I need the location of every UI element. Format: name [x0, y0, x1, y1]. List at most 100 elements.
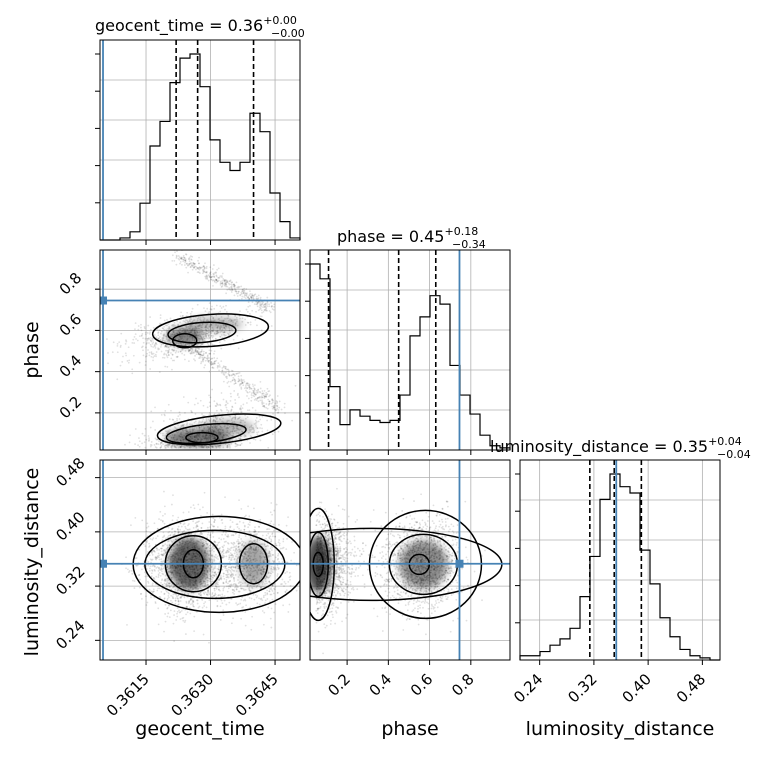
sample-point — [124, 342, 127, 345]
sample-point — [168, 325, 170, 328]
sample-point — [266, 407, 269, 410]
sample-point — [200, 421, 203, 424]
sample-point — [128, 441, 131, 444]
sample-point — [168, 570, 171, 573]
sample-point — [228, 566, 230, 569]
sample-point — [160, 564, 163, 567]
sample-point — [166, 547, 169, 549]
sample-point — [209, 573, 211, 576]
sample-point — [200, 594, 203, 596]
sample-point — [222, 371, 225, 374]
sample-point — [213, 518, 216, 521]
sample-point — [265, 545, 267, 548]
sample-point — [256, 302, 259, 305]
sample-point — [161, 536, 164, 539]
sample-point — [168, 582, 171, 585]
sample-point — [253, 585, 255, 588]
sample-point — [159, 574, 162, 577]
sample-point — [234, 284, 237, 287]
sample-point — [215, 271, 217, 274]
sample-point — [170, 445, 173, 448]
sample-point — [210, 363, 213, 366]
sample-point — [244, 435, 247, 438]
sample-point — [203, 602, 205, 605]
sample-point — [169, 317, 172, 320]
sample-point — [153, 565, 156, 567]
sample-point — [193, 351, 196, 354]
sample-point — [237, 567, 240, 570]
sample-point — [221, 282, 224, 284]
sample-point — [155, 556, 158, 559]
sample-point — [240, 538, 243, 540]
sample-point — [168, 443, 171, 446]
sample-point — [181, 263, 183, 266]
sample-point — [256, 538, 259, 541]
sample-point — [187, 592, 190, 595]
sample-point — [216, 357, 219, 360]
sample-point — [219, 283, 222, 286]
title-luminosity-distance: luminosity_distance = 0.35+0.04 — [490, 435, 742, 457]
sample-point — [166, 540, 169, 543]
sample-point — [200, 539, 203, 541]
sample-point — [163, 334, 165, 337]
sample-point — [226, 446, 229, 449]
sample-point — [216, 604, 219, 607]
sample-point — [177, 257, 180, 260]
sample-point — [226, 569, 229, 572]
sample-point — [250, 387, 252, 390]
sample-point — [155, 446, 158, 449]
sample-point — [208, 349, 211, 352]
sample-point — [164, 578, 167, 581]
sample-point — [174, 588, 177, 591]
sample-point — [214, 583, 217, 586]
sample-point — [191, 423, 193, 426]
sample-point — [223, 278, 226, 281]
sample-point — [231, 329, 234, 332]
sample-point — [250, 392, 253, 395]
sample-point — [144, 331, 147, 334]
sample-point — [196, 602, 199, 605]
sample-point — [160, 547, 163, 550]
sample-point — [206, 591, 209, 594]
sample-point — [271, 598, 274, 601]
sample-point — [234, 443, 237, 445]
sample-point — [181, 617, 184, 620]
sample-point — [164, 574, 167, 577]
sample-point — [204, 356, 206, 359]
sample-point — [262, 301, 265, 304]
sample-point — [248, 587, 250, 590]
sample-point — [221, 593, 224, 596]
sample-point — [274, 603, 277, 606]
sample-point — [207, 334, 210, 337]
sample-point — [238, 551, 241, 554]
sample-point — [189, 423, 191, 425]
sample-point — [281, 578, 284, 581]
sample-point — [264, 305, 267, 308]
sample-point — [268, 395, 270, 398]
sample-point — [146, 522, 149, 525]
sample-point — [219, 594, 221, 597]
sample-point — [228, 280, 231, 283]
sample-point — [183, 257, 186, 259]
sample-point — [259, 296, 262, 299]
sample-point — [161, 583, 164, 586]
sample-point — [157, 337, 160, 340]
sample-point — [222, 581, 225, 584]
sample-point — [235, 545, 238, 547]
sample-point — [233, 283, 236, 286]
sample-point — [281, 583, 283, 585]
sample-point — [147, 582, 150, 584]
sample-point — [224, 281, 227, 284]
sample-point — [145, 595, 147, 598]
sample-point — [268, 550, 271, 553]
sample-point — [232, 283, 235, 286]
sample-point — [154, 353, 157, 356]
sample-point — [235, 445, 238, 447]
sample-point — [227, 410, 230, 412]
sample-point — [193, 358, 195, 361]
sample-point — [206, 307, 209, 310]
sample-point — [206, 594, 209, 597]
sample-point — [269, 617, 272, 620]
sample-point — [180, 257, 182, 260]
sample-point — [214, 556, 217, 559]
